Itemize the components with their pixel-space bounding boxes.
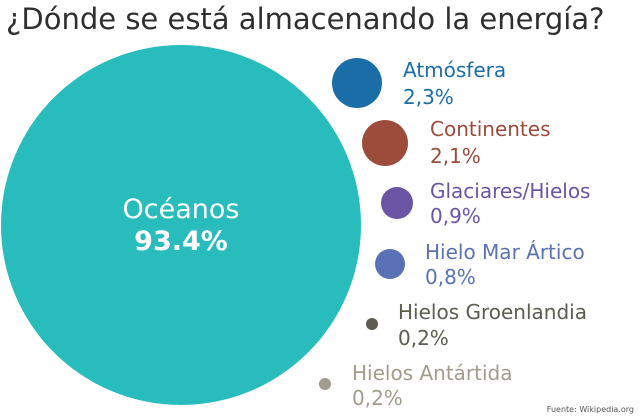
bubble-hielos-antartida <box>319 378 331 390</box>
bubble-glaciares-hielos <box>381 187 413 219</box>
bubble-hielo-mar-artico <box>375 249 405 279</box>
value-glaciares-hielos: 0,9% <box>430 204 481 228</box>
source-note: Fuente: Wikipedia.org <box>546 405 634 414</box>
label-continentes: Continentes <box>430 117 551 141</box>
bubble-atmosfera <box>332 58 382 108</box>
label-hielos-antartida: Hielos Antártida <box>352 361 513 385</box>
bubble-continentes <box>362 120 408 166</box>
label-oceanos: Océanos <box>123 194 240 225</box>
label-atmosfera: Atmósfera <box>403 58 506 82</box>
bubble-oceanos <box>1 45 361 405</box>
value-hielo-mar-artico: 0,8% <box>425 265 476 289</box>
label-glaciares-hielos: Glaciares/Hielos <box>430 179 590 203</box>
bubble-hielos-groenlandia <box>366 318 378 330</box>
label-hielos-groenlandia: Hielos Groenlandia <box>398 300 587 324</box>
value-atmosfera: 2,3% <box>403 85 454 109</box>
value-continentes: 2,1% <box>430 144 481 168</box>
value-hielos-antartida: 0,2% <box>352 386 403 410</box>
value-oceanos: 93.4% <box>134 226 228 257</box>
value-hielos-groenlandia: 0,2% <box>398 326 449 350</box>
label-hielo-mar-artico: Hielo Mar Ártico <box>425 240 585 264</box>
chart-title: ¿Dónde se está almacenando la energía? <box>6 2 605 36</box>
